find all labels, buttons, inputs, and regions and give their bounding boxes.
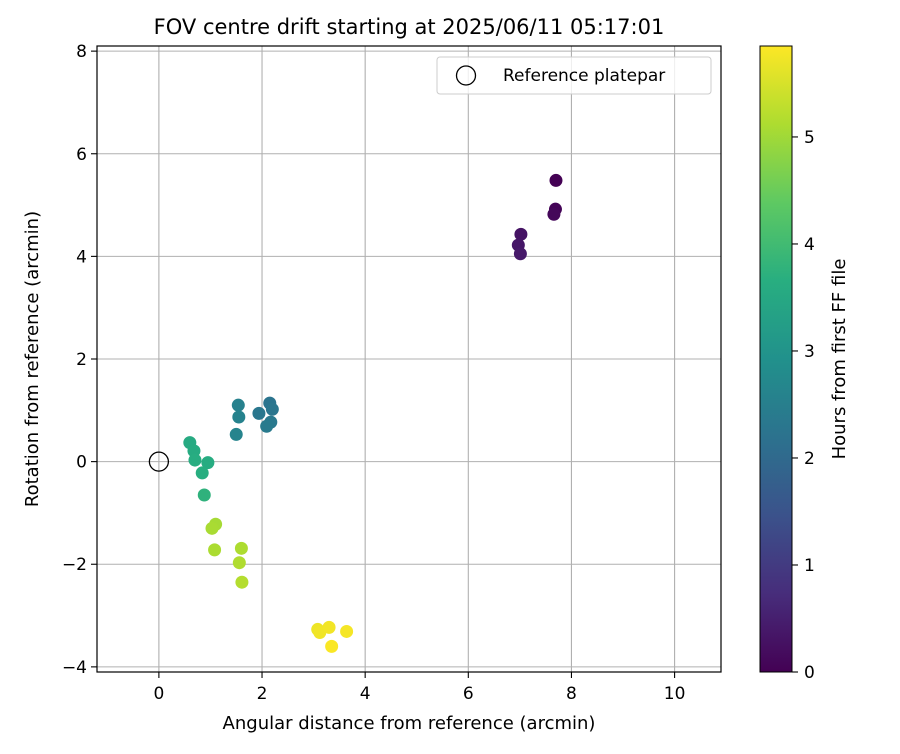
data-point xyxy=(235,575,249,589)
colorbar-tick-label: 0 xyxy=(804,663,815,683)
colorbar-tick-label: 4 xyxy=(804,235,815,255)
colorbar: 0 1 2 3 4 5 Hours from first FF file xyxy=(759,45,850,683)
colorbar-tick-label: 3 xyxy=(804,342,815,362)
x-tick-label: 0 xyxy=(153,684,164,704)
x-tick-label: 4 xyxy=(360,684,371,704)
x-tick-label: 6 xyxy=(463,684,474,704)
data-point xyxy=(547,207,561,221)
y-tick-label: −4 xyxy=(62,658,87,678)
data-point xyxy=(234,541,248,555)
data-point xyxy=(208,543,222,557)
x-axis-label: Angular distance from reference (arcmin) xyxy=(223,713,596,734)
data-point xyxy=(325,639,339,653)
data-point xyxy=(188,453,202,467)
legend: Reference platepar xyxy=(436,56,712,95)
y-axis-label: Rotation from reference (arcmin) xyxy=(22,211,43,507)
data-point xyxy=(205,521,219,535)
y-tick-label: 8 xyxy=(76,42,87,62)
y-tick-label: 4 xyxy=(76,247,87,267)
data-point xyxy=(265,402,279,416)
colorbar-gradient xyxy=(759,45,793,673)
data-point xyxy=(231,398,245,412)
x-tick-label: 2 xyxy=(257,684,268,704)
colorbar-tick-label: 1 xyxy=(804,556,815,576)
y-tick-label: 0 xyxy=(76,453,87,473)
grid-layer xyxy=(97,46,721,672)
legend-box xyxy=(436,56,712,95)
data-point xyxy=(260,419,274,433)
colorbar-label: Hours from first FF file xyxy=(829,259,850,460)
y-ticks: −4 −2 0 2 4 6 8 xyxy=(62,42,97,678)
data-point xyxy=(197,488,211,502)
data-point xyxy=(201,456,215,470)
data-point xyxy=(195,466,209,480)
x-tick-label: 8 xyxy=(566,684,577,704)
x-ticks: 0 2 4 6 8 10 xyxy=(153,672,685,704)
y-tick-label: −2 xyxy=(62,555,87,575)
x-tick-label: 10 xyxy=(664,684,686,704)
data-point xyxy=(513,247,527,261)
data-point xyxy=(232,556,246,570)
legend-entry-reference: Reference platepar xyxy=(503,66,665,86)
reference-point-marker xyxy=(148,451,170,472)
data-point xyxy=(340,624,354,638)
colorbar-ticks: 0 1 2 3 4 5 xyxy=(792,128,815,683)
chart-title: FOV centre drift starting at 2025/06/11 … xyxy=(154,15,665,39)
data-point xyxy=(229,427,243,441)
legend-marker-reference xyxy=(455,65,477,86)
y-tick-label: 2 xyxy=(76,350,87,370)
colorbar-tick-label: 5 xyxy=(804,128,815,148)
data-point xyxy=(322,620,336,634)
data-point xyxy=(232,410,246,424)
data-point xyxy=(252,406,266,420)
data-point xyxy=(549,173,563,187)
data-point xyxy=(514,227,528,241)
y-tick-label: 6 xyxy=(76,145,87,165)
points-layer xyxy=(148,173,563,653)
colorbar-tick-label: 2 xyxy=(804,449,815,469)
